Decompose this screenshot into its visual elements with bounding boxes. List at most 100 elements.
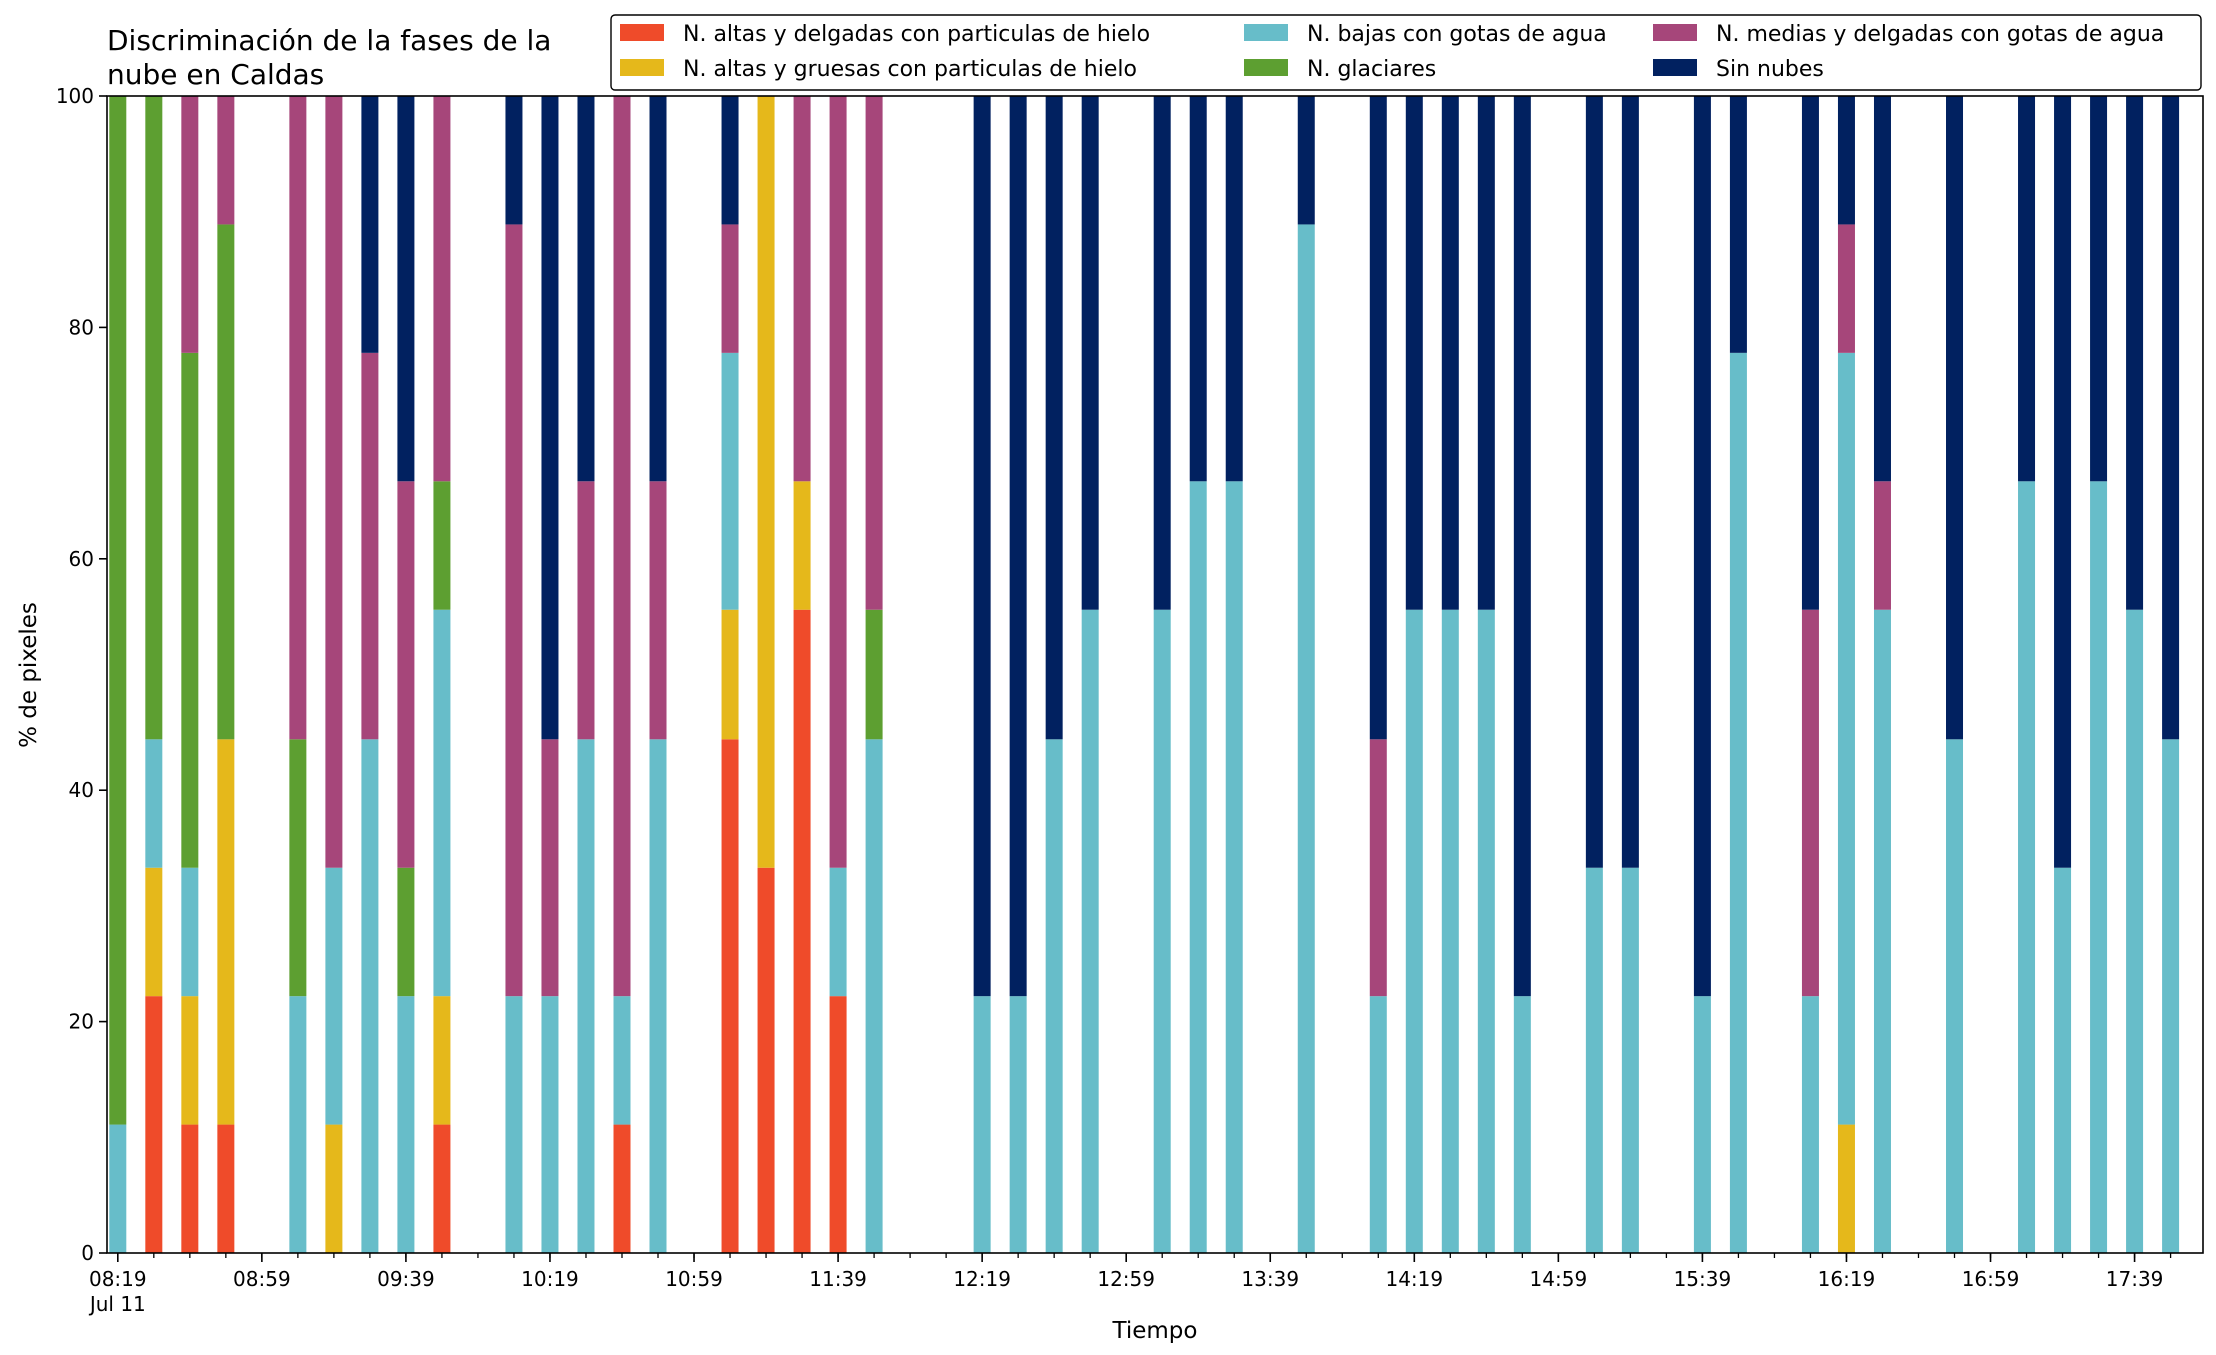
bar-segment-y <box>1837 1124 1855 1253</box>
bar-segment-g <box>109 96 127 1125</box>
bar-segment-g <box>181 352 199 868</box>
legend: N. altas y delgadas con particulas de hi… <box>610 14 2202 91</box>
bar-segment-n <box>577 96 595 482</box>
bar-segment-c <box>2126 609 2144 1253</box>
bar-segment-g <box>217 224 235 740</box>
bar-segment-p <box>1837 224 1855 353</box>
x-tick-label: 14:59 <box>1530 1267 1588 1291</box>
chart-title: Discriminación de la fases de la nube en… <box>107 24 551 91</box>
bar-stack <box>1225 96 1243 1253</box>
bar-segment-c <box>1189 481 1207 1253</box>
x-tick-label: 09:39 <box>377 1267 435 1291</box>
legend-item: N. bajas con gotas de agua <box>1244 22 1607 47</box>
legend-swatch <box>1244 24 1288 41</box>
bar-segment-c <box>2090 481 2108 1253</box>
bar-segment-c <box>1153 609 1171 1253</box>
bar-stack <box>1873 96 1891 1253</box>
bar-stack <box>1189 96 1207 1253</box>
bar-segment-p <box>1801 609 1819 997</box>
bar-segment-c <box>2018 481 2036 1253</box>
legend-label: N. altas y delgadas con particulas de hi… <box>683 22 1150 47</box>
legend-label: N. altas y gruesas con particulas de hie… <box>683 57 1137 82</box>
legend-label: N. medias y delgadas con gotas de agua <box>1716 22 2164 47</box>
bar-stack <box>721 96 739 1253</box>
bar-segment-y <box>757 96 775 868</box>
x-tick-label: 13:39 <box>1241 1267 1299 1291</box>
bar-segment-p <box>649 481 667 740</box>
bar-segment-c <box>1801 996 1819 1253</box>
x-tick-label: 12:19 <box>953 1267 1011 1291</box>
bar-segment-p <box>613 96 631 997</box>
legend-item: N. altas y delgadas con particulas de hi… <box>620 22 1150 47</box>
bar-segment-c <box>1729 352 1747 1254</box>
bar-stack <box>1693 96 1711 1253</box>
bar-stack <box>2018 96 2036 1253</box>
bar-segment-r <box>793 609 811 1253</box>
bar-stack <box>1801 96 1819 1253</box>
chart-title-line-1: Discriminación de la fases de la <box>107 24 551 57</box>
bar-segment-c <box>1513 996 1531 1253</box>
bar-segment-y <box>793 481 811 610</box>
bar-segment-r <box>433 1124 451 1253</box>
x-tick-label: 12:59 <box>1097 1267 1155 1291</box>
legend-item: Sin nubes <box>1653 57 1824 82</box>
bar-segment-n <box>973 96 991 997</box>
y-tick-label: 80 <box>69 315 94 339</box>
x-tick-label: 16:19 <box>1818 1267 1876 1291</box>
bar-stack <box>1153 96 1171 1253</box>
legend-label: Sin nubes <box>1716 57 1824 82</box>
bar-segment-n <box>1441 96 1459 610</box>
bar-stack <box>145 96 163 1253</box>
bar-segment-n <box>1621 96 1639 868</box>
y-tick-label: 0 <box>81 1241 94 1265</box>
bar-stack <box>973 96 991 1253</box>
bar-stack <box>109 96 127 1253</box>
bar-segment-c <box>1873 609 1891 1253</box>
bar-segment-c <box>1009 996 1027 1253</box>
bar-segment-c <box>361 739 379 1253</box>
legend-frame <box>610 14 2202 91</box>
bar-segment-c <box>1621 867 1639 1253</box>
bar-segment-c <box>1946 739 1964 1253</box>
bar-segment-c <box>109 1124 127 1253</box>
bar-segment-c <box>1081 609 1099 1253</box>
legend-label: N. bajas con gotas de agua <box>1307 22 1607 47</box>
bar-segment-p <box>865 96 883 610</box>
y-axis: 0 20 40 60 80 100 <box>56 84 107 1265</box>
y-axis-label: % de pixeles <box>16 602 42 748</box>
bar-segment-r <box>721 739 739 1253</box>
bar-segment-c <box>1441 609 1459 1253</box>
bar-segment-r <box>829 996 847 1253</box>
y-tick-label: 20 <box>69 1010 94 1034</box>
bar-stack <box>829 96 847 1253</box>
bar-stack <box>361 96 379 1253</box>
bar-stack <box>793 96 811 1253</box>
bar-segment-n <box>2090 96 2108 482</box>
bar-segment-c <box>865 739 883 1253</box>
plot-frame <box>106 95 2204 1254</box>
legend-item: N. altas y gruesas con particulas de hie… <box>620 57 1137 82</box>
bar-segment-n <box>1693 96 1711 997</box>
x-tick-label: 10:19 <box>521 1267 579 1291</box>
bar-segment-p <box>721 224 739 353</box>
bar-segment-r <box>145 996 163 1253</box>
legend-swatch <box>620 59 664 76</box>
bar-segment-y <box>217 739 235 1125</box>
bar-segment-c <box>1693 996 1711 1253</box>
bar-stack <box>1729 96 1747 1254</box>
bar-segment-n <box>1369 96 1387 740</box>
bar-segment-y <box>325 1124 343 1253</box>
bars-layer <box>109 96 2180 1254</box>
bar-segment-c <box>181 867 199 997</box>
bar-segment-c <box>505 996 523 1253</box>
bar-segment-p <box>541 739 559 997</box>
bar-segment-n <box>1477 96 1495 610</box>
bar-stack <box>1369 96 1387 1253</box>
bar-segment-n <box>1513 96 1531 997</box>
bar-stack <box>1946 96 1964 1253</box>
bar-segment-c <box>973 996 991 1253</box>
bar-segment-c <box>613 996 631 1125</box>
bar-segment-n <box>361 96 379 353</box>
